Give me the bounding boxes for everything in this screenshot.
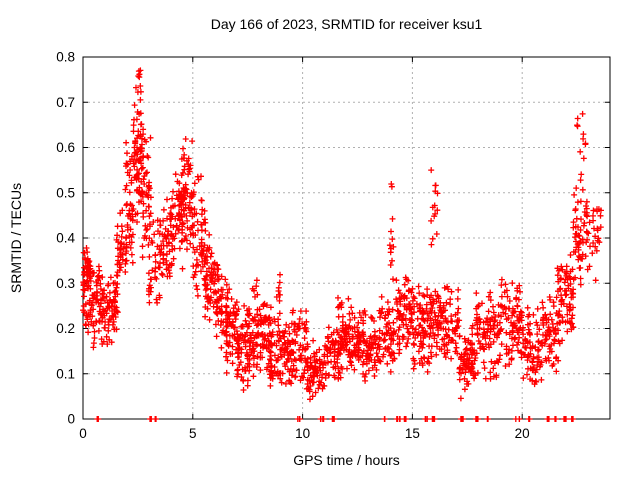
y-tick-label: 0.1 (56, 366, 75, 381)
x-axis-label: GPS time / hours (293, 452, 400, 468)
axis-ticks (82, 56, 610, 420)
y-axis-label: SRMTID / TECUs (8, 182, 24, 294)
y-tick-label: 0.7 (56, 95, 75, 110)
y-tick-label: 0.4 (56, 231, 75, 246)
y-tick-label: 0.5 (56, 185, 75, 200)
grid-lines (83, 57, 610, 419)
x-tick-label: 10 (295, 426, 310, 441)
y-tick-label: 0.2 (56, 321, 75, 336)
y-tick-label: 0.3 (56, 276, 75, 291)
plot-frame (82, 56, 611, 420)
x-tick-label: 5 (189, 426, 197, 441)
y-tick-label: 0 (67, 412, 75, 427)
y-tick-label: 0.8 (56, 50, 75, 65)
y-tick-label: 0.6 (56, 140, 75, 155)
scatter-points (80, 67, 604, 422)
x-tick-label: 0 (79, 426, 87, 441)
x-tick-label: 15 (405, 426, 420, 441)
x-tick-label: 20 (515, 426, 530, 441)
chart-title: Day 166 of 2023, SRMTID for receiver ksu… (210, 16, 483, 32)
